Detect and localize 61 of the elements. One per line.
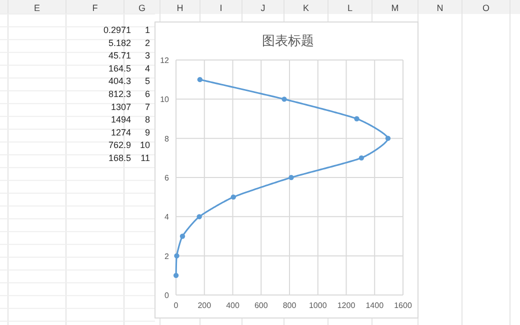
text: 4 — [144, 63, 150, 74]
x-tick-label: 800 — [282, 301, 297, 310]
x-tick-label: 1200 — [337, 301, 356, 310]
text: 1307 — [110, 102, 131, 112]
text: 8 — [144, 114, 150, 125]
point — [230, 194, 236, 200]
text: 7 — [144, 102, 150, 112]
x-tick-label: 1600 — [394, 301, 412, 310]
text: 9 — [144, 127, 150, 138]
text: 168.5 — [108, 152, 131, 163]
point — [173, 272, 179, 278]
text: G — [138, 3, 146, 13]
text: 762.9 — [108, 140, 131, 150]
text: 11 — [140, 152, 150, 163]
point — [197, 76, 203, 82]
text: 812.3 — [108, 88, 131, 99]
y-tick-label: 0 — [164, 291, 170, 300]
x-tick-label: 600 — [254, 301, 268, 310]
point — [196, 214, 202, 220]
y-tick-label: 8 — [164, 134, 170, 144]
x-tick-label: 200 — [198, 301, 212, 310]
y-tick-label: 2 — [164, 252, 170, 261]
text: 10 — [140, 140, 150, 150]
x-tick-label: 1000 — [308, 301, 328, 310]
point — [174, 253, 180, 258]
text: 45.71 — [108, 50, 131, 61]
point — [288, 174, 294, 180]
text: H — [176, 3, 184, 13]
text: J — [260, 3, 266, 13]
text: M — [391, 3, 399, 13]
text: E — [34, 3, 40, 13]
x-tick-label: 1400 — [366, 301, 384, 310]
text: 3 — [144, 50, 150, 61]
text: 1 — [144, 24, 150, 35]
y-tick-label: 12 — [160, 56, 170, 65]
point — [282, 96, 287, 102]
text: 0.2971 — [103, 24, 131, 35]
text: 1274 — [110, 127, 131, 138]
x-tick-label: 0 — [174, 301, 179, 310]
text: N — [436, 3, 444, 13]
text: L — [347, 3, 353, 13]
x-tick-label: 400 — [226, 301, 240, 310]
text: 404.3 — [108, 76, 131, 86]
point — [354, 116, 360, 122]
text: O — [482, 3, 490, 13]
text: 6 — [144, 88, 150, 99]
text: 2 — [144, 38, 150, 48]
text: I — [220, 3, 222, 13]
y-tick-label: 6 — [164, 174, 170, 182]
point — [358, 155, 364, 161]
y-tick-label: 4 — [164, 212, 170, 222]
text: 1494 — [110, 114, 131, 125]
chart-title: 图表标题 — [262, 33, 314, 48]
point — [180, 234, 186, 239]
y-tick-label: 10 — [160, 95, 170, 104]
text: 164.5 — [108, 63, 131, 74]
point — [385, 136, 391, 141]
text: 5.182 — [108, 38, 131, 48]
text: 5 — [144, 76, 150, 86]
text: K — [302, 3, 310, 13]
text: F — [92, 3, 98, 13]
